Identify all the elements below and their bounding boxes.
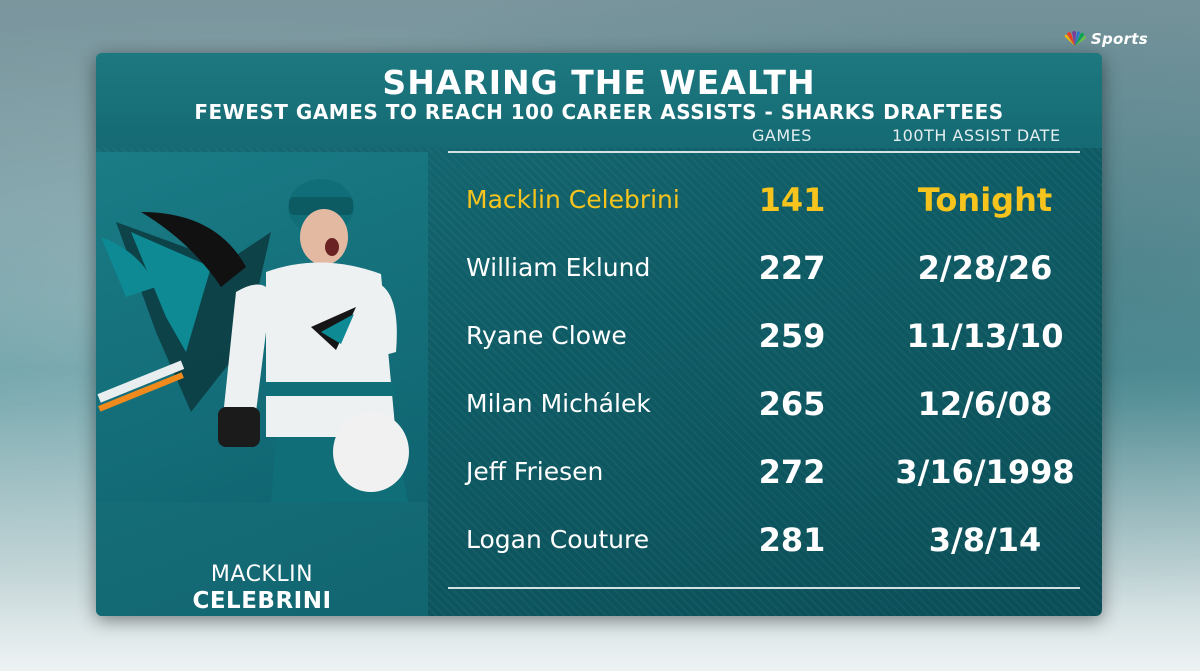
sharks-logo [97,212,271,412]
broadcaster-name: Sports [1090,30,1148,48]
graphic-header: SHARING THE WEALTH FEWEST GAMES TO REACH… [96,53,1102,148]
broadcaster-logo: Sports [1063,30,1148,48]
table-row: William Eklund 227 2/28/26 [448,239,1080,299]
table-row: Jeff Friesen 272 3/16/1998 [448,443,1080,503]
table-bottom-rule [448,587,1080,589]
row-date: Tonight [917,181,1053,219]
player-first-name: MACKLIN [210,562,314,587]
column-header-games: GAMES [752,126,812,145]
row-games: 281 [758,521,826,559]
table-row: Ryane Clowe 259 11/13/10 [448,307,1080,367]
row-games: 272 [758,453,826,491]
row-player-name: William Eklund [466,253,651,282]
row-date: 12/6/08 [917,385,1053,423]
graphic-subtitle: FEWEST GAMES TO REACH 100 CAREER ASSISTS… [194,100,1004,124]
table-row: Logan Couture 281 3/8/14 [448,511,1080,571]
row-date: 3/16/1998 [895,453,1075,491]
stat-graphic-panel: SHARING THE WEALTH FEWEST GAMES TO REACH… [96,53,1102,616]
player-figure [218,179,409,502]
column-header-date: 100TH ASSIST DATE [892,126,1061,145]
peacock-icon [1064,31,1086,46]
row-date: 11/13/10 [906,317,1064,355]
row-games: 265 [758,385,826,423]
row-games: 141 [758,181,826,219]
table-row: Macklin Celebrini 141 Tonight [448,171,1080,231]
row-player-name: Logan Couture [466,525,650,554]
row-player-name: Ryane Clowe [466,321,627,350]
row-games: 227 [758,249,826,287]
row-date: 2/28/26 [917,249,1053,287]
row-player-name: Macklin Celebrini [466,185,680,214]
player-last-name: CELEBRINI [192,588,332,614]
row-player-name: Jeff Friesen [466,457,604,486]
player-card: MACKLIN CELEBRINI C 71 [96,152,428,616]
table-top-rule [448,151,1080,153]
graphic-title: SHARING THE WEALTH [382,63,816,102]
row-date: 3/8/14 [928,521,1042,559]
player-photo [96,152,428,502]
row-games: 259 [758,317,826,355]
table-row: Milan Michálek 265 12/6/08 [448,375,1080,435]
row-player-name: Milan Michálek [466,389,651,418]
